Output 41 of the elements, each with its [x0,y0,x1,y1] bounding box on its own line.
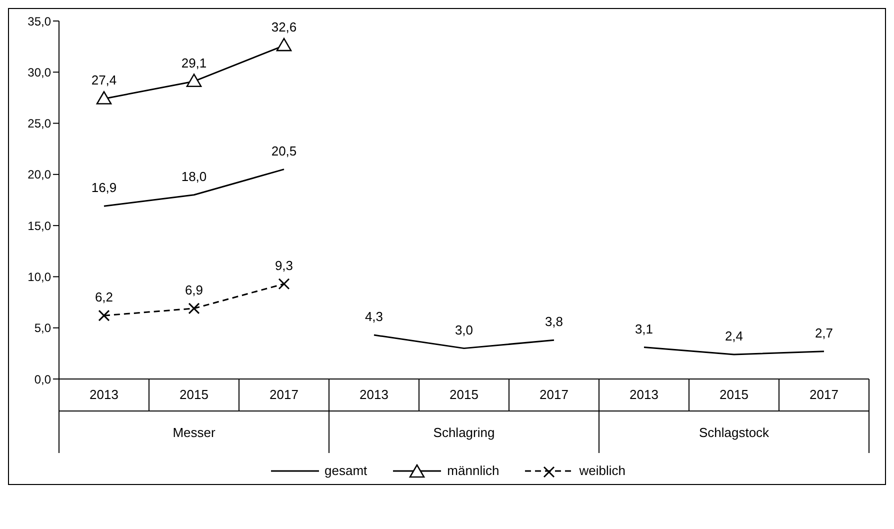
data-label: 32,6 [271,20,297,35]
y-tick-label: 5,0 [34,321,52,336]
data-label: 3,0 [454,322,474,338]
data-label: 2,4 [724,328,744,344]
x-tick-label: 2017 [270,387,298,402]
data-label: 27,4 [91,72,117,88]
legend-label: männlich [447,463,500,478]
x-tick-label: 2015 [180,387,208,402]
text: Schlagring [433,425,495,440]
y-tick-label: 25,0 [28,116,52,131]
data-label: 4,3 [364,309,384,324]
data-label: 2,7 [814,325,834,340]
data-label: 9,3 [274,258,294,273]
point [276,38,292,52]
point [96,91,112,104]
data-label: 18,0 [181,168,207,184]
text: Messer [172,425,216,440]
data-label: 16,9 [91,180,117,196]
legend-label: gesamt [324,463,368,478]
point [186,74,202,87]
text: Schlagstock [698,425,770,440]
data-label: 6,2 [94,290,114,305]
y-tick-label: 10,0 [28,270,52,284]
data-label: 20,5 [271,143,297,158]
x-tick-label: 2015 [450,387,478,402]
x-tick-label: 2013 [90,387,118,402]
x-tick-label: 2017 [810,387,838,402]
y-tick-label: 35,0 [28,14,52,28]
data-label: 3,8 [544,314,564,330]
data-label: 29,1 [181,55,207,70]
y-tick-label: 30,0 [28,65,52,80]
legend-label: weiblich [579,463,626,478]
data-label: 3,1 [634,321,654,336]
y-tick-label: 15,0 [28,218,52,233]
y-tick-label: 20,0 [28,168,52,182]
x-tick-label: 2017 [540,387,568,402]
x-tick-label: 2015 [720,387,748,402]
x-tick-label: 2013 [630,387,658,402]
data-label: 6,9 [184,282,204,298]
x-tick-label: 2013 [360,387,388,402]
y-tick-label: 0,0 [34,372,52,386]
